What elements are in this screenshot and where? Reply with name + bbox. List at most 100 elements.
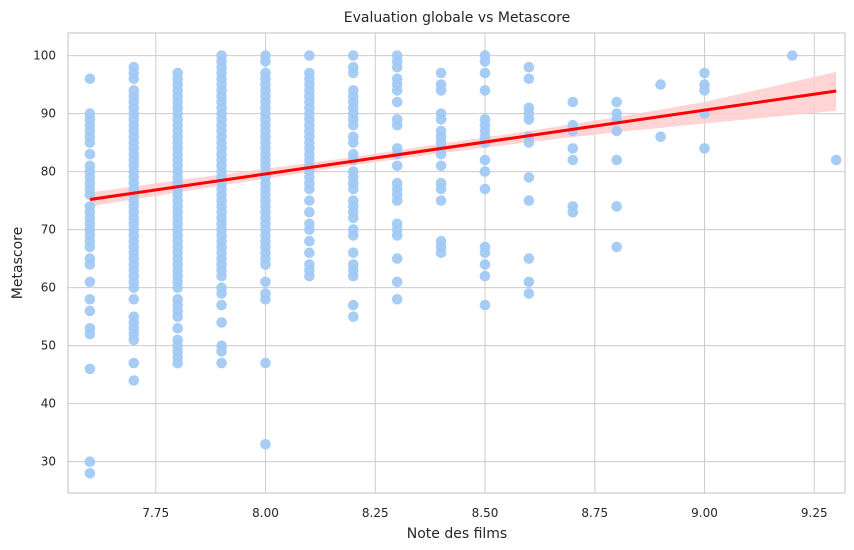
data-point: [435, 85, 447, 96]
data-point: [304, 235, 315, 247]
data-point: [304, 206, 315, 218]
x-tick-labels: 7.75 8.00 8.25 8.50 8.75 9.00 9.25: [142, 506, 827, 520]
y-tick-label: 70: [41, 223, 56, 237]
data-point: [479, 166, 491, 177]
data-point: [479, 247, 491, 259]
x-tick-label: 8.50: [472, 506, 499, 520]
data-point: [391, 96, 403, 108]
regression-line: [89, 89, 837, 201]
data-point: [567, 96, 579, 108]
y-tick-label: 50: [41, 339, 56, 353]
data-point: [216, 357, 227, 369]
data-point: [128, 375, 140, 386]
data-point: [84, 137, 96, 148]
data-point: [391, 85, 403, 96]
y-tick-label: 60: [41, 281, 56, 295]
data-point: [523, 137, 535, 148]
data-point: [216, 299, 227, 311]
data-point: [479, 154, 491, 166]
data-point: [391, 253, 403, 264]
data-point: [348, 247, 359, 259]
data-point: [699, 143, 710, 154]
y-tick-labels: 30 40 50 60 70 80 90 100: [33, 49, 56, 469]
data-point: [348, 183, 359, 195]
data-point: [699, 67, 710, 79]
data-point: [567, 206, 579, 218]
data-point: [435, 160, 447, 172]
data-point: [523, 195, 535, 206]
data-point: [391, 160, 403, 172]
data-point: [260, 259, 271, 270]
data-point: [84, 305, 96, 317]
data-point: [84, 468, 96, 479]
data-point: [787, 50, 798, 61]
x-tick-label: 9.25: [801, 506, 828, 520]
data-point: [479, 67, 491, 79]
data-point: [260, 56, 271, 67]
data-point: [567, 154, 579, 166]
data-point: [348, 119, 359, 131]
data-point: [523, 172, 535, 183]
y-tick-label: 100: [33, 49, 56, 63]
data-point: [523, 114, 535, 125]
data-point: [304, 270, 315, 282]
data-point: [611, 96, 622, 108]
data-point: [260, 439, 271, 450]
data-point: [260, 276, 271, 288]
data-point: [435, 114, 447, 125]
x-tick-label: 8.25: [362, 506, 389, 520]
x-tick-label: 8.75: [581, 506, 608, 520]
confidence-band: [89, 71, 837, 207]
data-point: [523, 73, 535, 85]
data-point: [128, 73, 140, 85]
data-point: [84, 276, 96, 288]
data-point: [172, 282, 183, 294]
data-point: [655, 131, 666, 143]
data-point: [304, 247, 315, 259]
data-point: [172, 311, 183, 323]
data-point: [391, 195, 403, 206]
data-point: [479, 299, 491, 311]
data-point: [216, 270, 227, 282]
data-point: [84, 363, 96, 375]
plot-frame: [67, 32, 846, 494]
data-point: [348, 230, 359, 241]
data-point: [699, 85, 710, 96]
data-point: [260, 357, 271, 369]
data-point: [655, 79, 666, 90]
x-tick-label: 8.00: [252, 506, 279, 520]
data-point: [304, 183, 315, 195]
data-point: [216, 288, 227, 299]
data-point: [523, 276, 535, 288]
y-tick-label: 30: [41, 455, 56, 469]
data-point: [435, 148, 447, 160]
data-point: [391, 276, 403, 288]
data-point: [84, 241, 96, 253]
data-point: [128, 294, 140, 305]
data-point: [84, 259, 96, 270]
data-point: [128, 334, 140, 346]
data-point: [348, 50, 359, 61]
data-point: [435, 183, 447, 195]
data-point: [172, 323, 183, 334]
data-point: [391, 230, 403, 241]
y-axis-label: Metascore: [10, 227, 26, 299]
data-point: [348, 270, 359, 282]
data-point: [128, 357, 140, 369]
data-point: [567, 143, 579, 154]
data-point: [84, 148, 96, 160]
data-point: [391, 119, 403, 131]
data-point: [435, 247, 447, 259]
data-point: [523, 61, 535, 73]
y-tick-label: 90: [41, 107, 56, 121]
data-point: [304, 50, 315, 61]
y-tick-label: 40: [41, 397, 56, 411]
x-tick-label: 9.00: [691, 506, 718, 520]
data-point: [172, 357, 183, 369]
data-point: [435, 67, 447, 79]
data-point: [611, 125, 622, 137]
data-point: [304, 224, 315, 235]
data-point: [830, 154, 842, 166]
data-point: [216, 346, 227, 357]
data-point: [391, 294, 403, 305]
